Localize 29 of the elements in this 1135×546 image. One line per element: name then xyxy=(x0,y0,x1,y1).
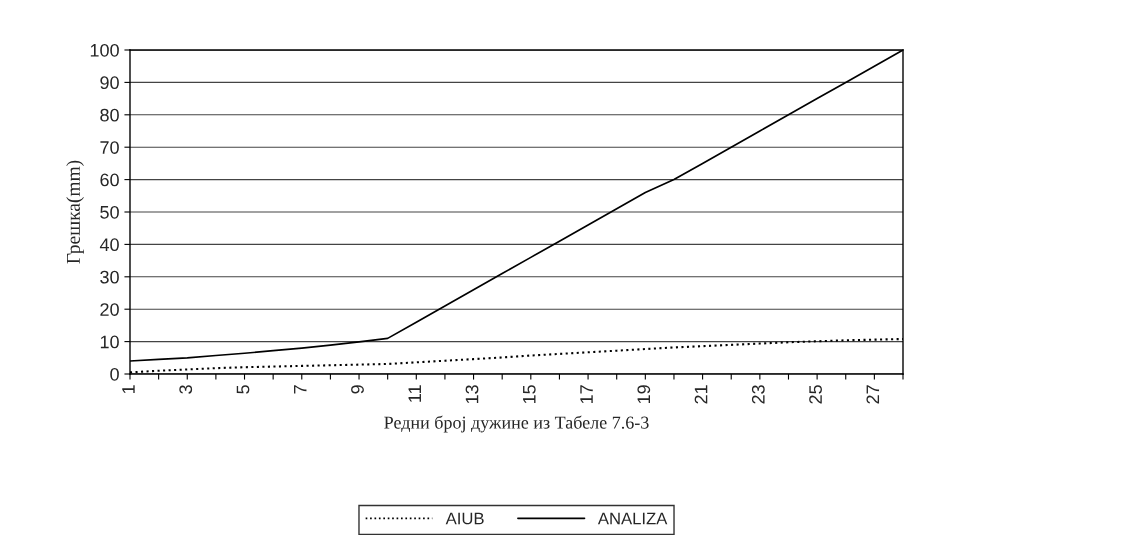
y-tick-label: 60 xyxy=(100,173,119,187)
x-tick-label: 19 xyxy=(637,385,651,404)
x-tick-label: 9 xyxy=(351,385,364,394)
y-tick-label: 10 xyxy=(100,335,119,349)
x-tick-label: 7 xyxy=(294,385,307,394)
x-tick-label: 23 xyxy=(751,385,765,404)
x-tick-label: 1 xyxy=(122,385,135,394)
y-tick-label: 20 xyxy=(100,303,119,316)
y-tick-label: 40 xyxy=(99,238,119,252)
x-tick-label: 25 xyxy=(809,385,822,404)
y-tick-label: 30 xyxy=(100,270,119,284)
legend-label: AIUB xyxy=(445,512,484,525)
x-tick-label: 21 xyxy=(694,385,708,404)
x-tick-label: 17 xyxy=(580,385,593,404)
y-tick-label: 0 xyxy=(110,367,119,381)
y-tick-label: 100 xyxy=(90,43,119,57)
y-tick-label: 50 xyxy=(100,205,119,219)
y-tick-label: 70 xyxy=(100,141,119,154)
legend-label: ANALIZA xyxy=(597,512,668,525)
y-tick-label: 80 xyxy=(100,108,119,122)
x-tick-label: 11 xyxy=(408,385,421,402)
x-tick-label: 5 xyxy=(236,385,250,394)
x-tick-label: 15 xyxy=(523,385,536,404)
y-axis-title: Грешка(mm) xyxy=(66,160,84,264)
x-tick-label: 27 xyxy=(866,385,880,404)
y-tick-label: 90 xyxy=(100,76,119,90)
x-axis-title: Редни број дужине из Табеле 7.6-3 xyxy=(384,415,649,433)
x-tick-label: 13 xyxy=(465,385,479,404)
x-tick-label: 3 xyxy=(179,385,193,394)
